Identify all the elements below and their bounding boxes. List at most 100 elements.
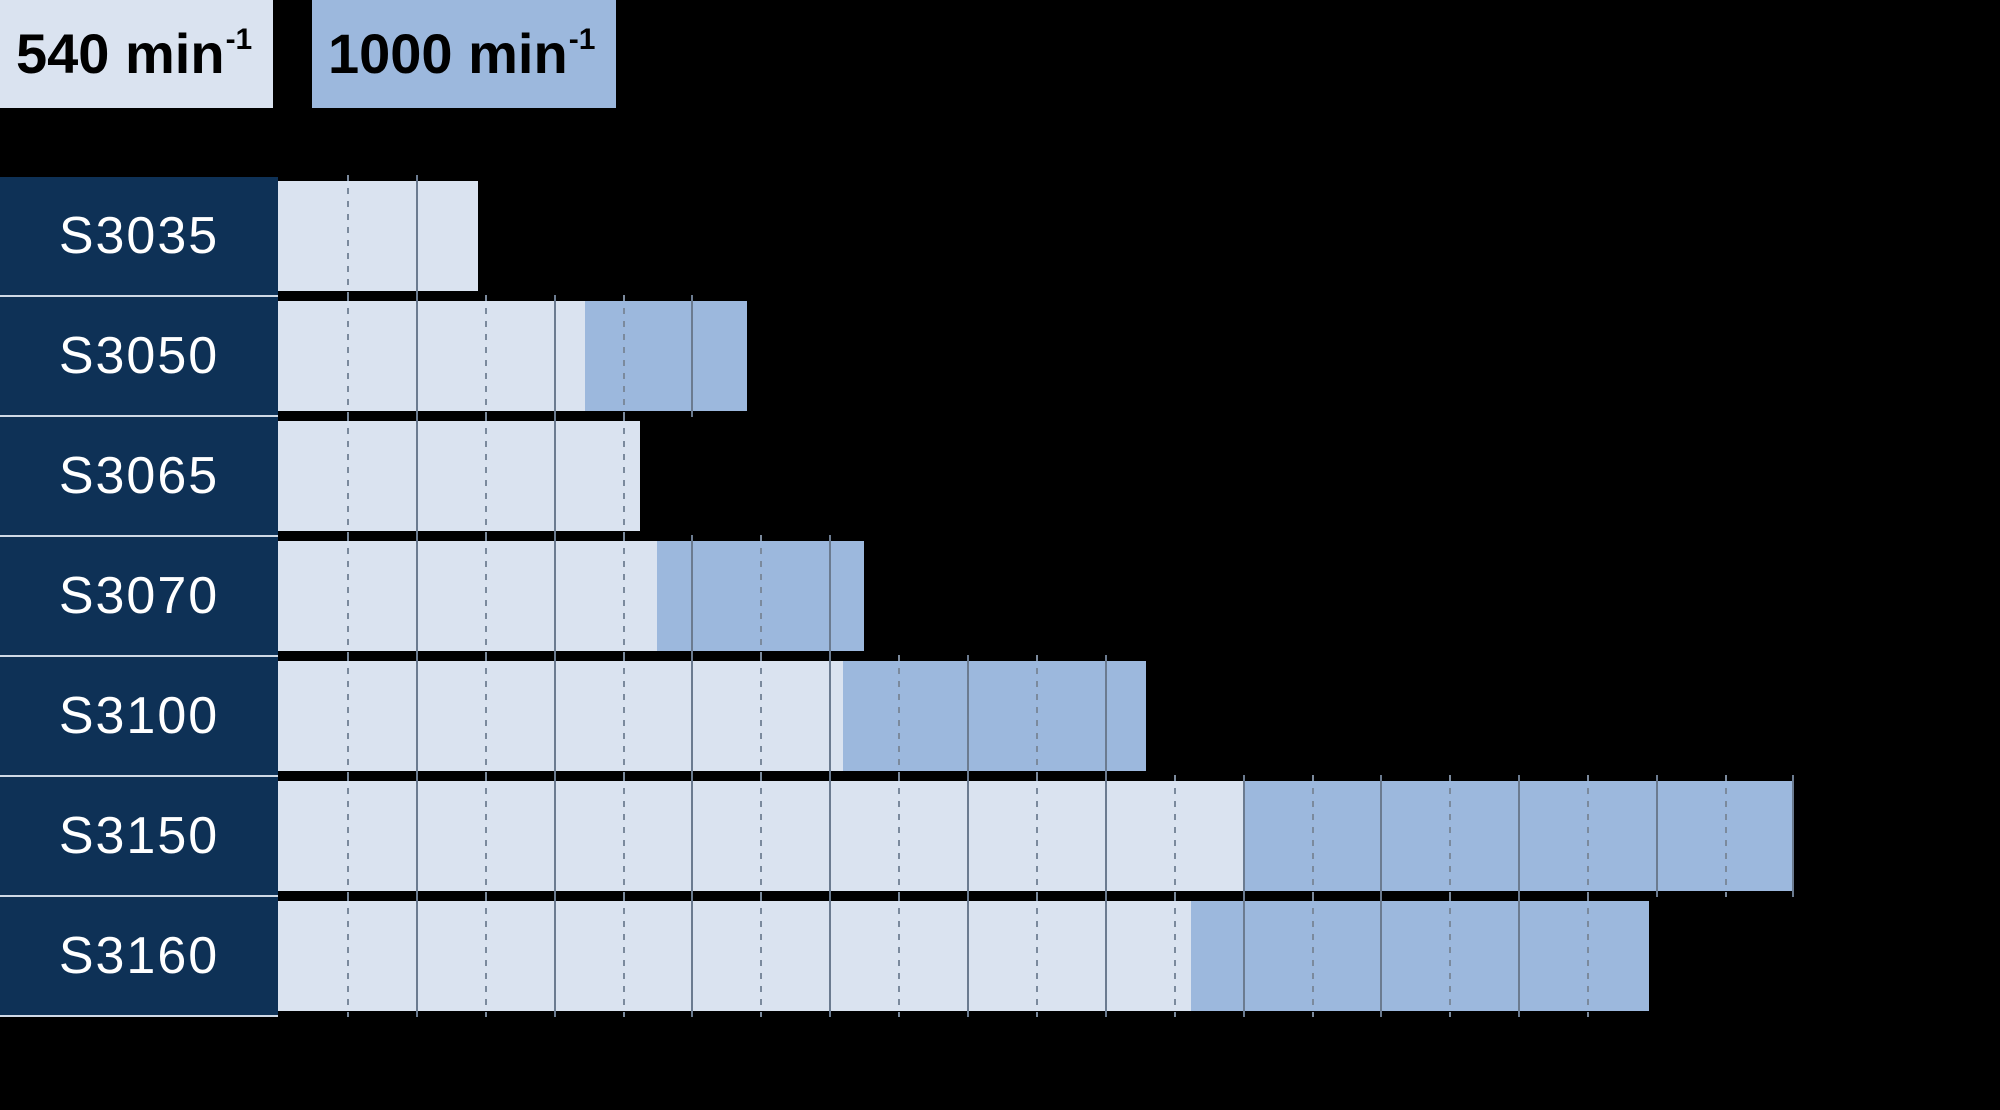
minor-gridline <box>1174 895 1176 1017</box>
major-gridline <box>416 415 418 537</box>
bar-segment-540rpm <box>278 901 1191 1011</box>
major-gridline <box>554 775 556 897</box>
row-label-s3100: S3100 <box>0 657 278 777</box>
minor-gridline <box>347 895 349 1017</box>
minor-gridline <box>485 535 487 657</box>
major-gridline <box>554 415 556 537</box>
model-label-column: S3035 S3050 S3065 S3070 S3100 S3150 S3160 <box>0 177 278 1017</box>
legend-superscript: -1 <box>568 23 596 57</box>
major-gridline <box>967 655 969 777</box>
minor-gridline <box>347 775 349 897</box>
major-gridline <box>691 655 693 777</box>
major-gridline <box>1518 775 1520 897</box>
bar-segment-540rpm <box>278 541 657 651</box>
minor-gridline <box>760 535 762 657</box>
bar-segment-540rpm <box>278 661 843 771</box>
minor-gridline <box>1312 775 1314 897</box>
major-gridline <box>691 295 693 417</box>
major-gridline <box>1243 775 1245 897</box>
major-gridline <box>1518 895 1520 1017</box>
bar-row-s3100 <box>278 655 1146 777</box>
minor-gridline <box>347 655 349 777</box>
minor-gridline <box>623 775 625 897</box>
major-gridline <box>1656 775 1658 897</box>
bar-row-s3050 <box>278 295 747 417</box>
major-gridline <box>967 775 969 897</box>
bar-segment-540rpm <box>278 421 640 531</box>
minor-gridline <box>1312 895 1314 1017</box>
minor-gridline <box>347 535 349 657</box>
bar-segment-540rpm <box>278 181 478 291</box>
major-gridline <box>1105 775 1107 897</box>
minor-gridline <box>347 175 349 297</box>
bar-segment-540rpm <box>278 301 585 411</box>
major-gridline <box>416 295 418 417</box>
bar-row-s3035 <box>278 175 478 297</box>
major-gridline <box>967 895 969 1017</box>
minor-gridline <box>485 775 487 897</box>
minor-gridline <box>1587 895 1589 1017</box>
major-gridline <box>1380 895 1382 1017</box>
minor-gridline <box>485 295 487 417</box>
minor-gridline <box>347 415 349 537</box>
minor-gridline <box>1725 775 1727 897</box>
row-label-s3035: S3035 <box>0 177 278 297</box>
major-gridline <box>829 535 831 657</box>
minor-gridline <box>898 775 900 897</box>
major-gridline <box>691 535 693 657</box>
minor-gridline <box>485 655 487 777</box>
minor-gridline <box>485 895 487 1017</box>
major-gridline <box>829 895 831 1017</box>
bar-row-s3070 <box>278 535 864 657</box>
row-label-s3160: S3160 <box>0 897 278 1017</box>
bar-segment-1000rpm <box>585 301 747 411</box>
minor-gridline <box>1587 775 1589 897</box>
row-label-s3065: S3065 <box>0 417 278 537</box>
major-gridline <box>691 775 693 897</box>
minor-gridline <box>1449 775 1451 897</box>
major-gridline <box>1105 895 1107 1017</box>
major-gridline <box>1380 775 1382 897</box>
legend-superscript: -1 <box>225 23 253 57</box>
major-gridline <box>1792 775 1794 897</box>
major-gridline <box>1105 655 1107 777</box>
minor-gridline <box>1174 775 1176 897</box>
legend-label-1000rpm: 1000 min-1 <box>328 22 596 85</box>
major-gridline <box>1243 895 1245 1017</box>
bar-row-s3065 <box>278 415 640 537</box>
minor-gridline <box>898 895 900 1017</box>
major-gridline <box>416 775 418 897</box>
major-gridline <box>829 775 831 897</box>
bar-row-s3160 <box>278 895 1649 1017</box>
major-gridline <box>554 655 556 777</box>
minor-gridline <box>760 775 762 897</box>
row-label-s3050: S3050 <box>0 297 278 417</box>
minor-gridline <box>623 415 625 537</box>
major-gridline <box>554 535 556 657</box>
minor-gridline <box>1036 895 1038 1017</box>
minor-gridline <box>623 895 625 1017</box>
legend-label-540rpm: 540 min-1 <box>16 22 253 85</box>
major-gridline <box>416 535 418 657</box>
bar-row-s3150 <box>278 775 1794 897</box>
row-label-s3070: S3070 <box>0 537 278 657</box>
major-gridline <box>416 655 418 777</box>
minor-gridline <box>1036 655 1038 777</box>
minor-gridline <box>347 295 349 417</box>
major-gridline <box>554 895 556 1017</box>
minor-gridline <box>760 655 762 777</box>
major-gridline <box>416 895 418 1017</box>
minor-gridline <box>1036 775 1038 897</box>
minor-gridline <box>760 895 762 1017</box>
minor-gridline <box>1449 895 1451 1017</box>
minor-gridline <box>623 295 625 417</box>
minor-gridline <box>623 655 625 777</box>
legend-item-540rpm: 540 min-1 <box>0 0 273 108</box>
minor-gridline <box>623 535 625 657</box>
major-gridline <box>416 175 418 297</box>
bar-segment-1000rpm <box>843 661 1146 771</box>
minor-gridline <box>898 655 900 777</box>
row-label-s3150: S3150 <box>0 777 278 897</box>
major-gridline <box>554 295 556 417</box>
